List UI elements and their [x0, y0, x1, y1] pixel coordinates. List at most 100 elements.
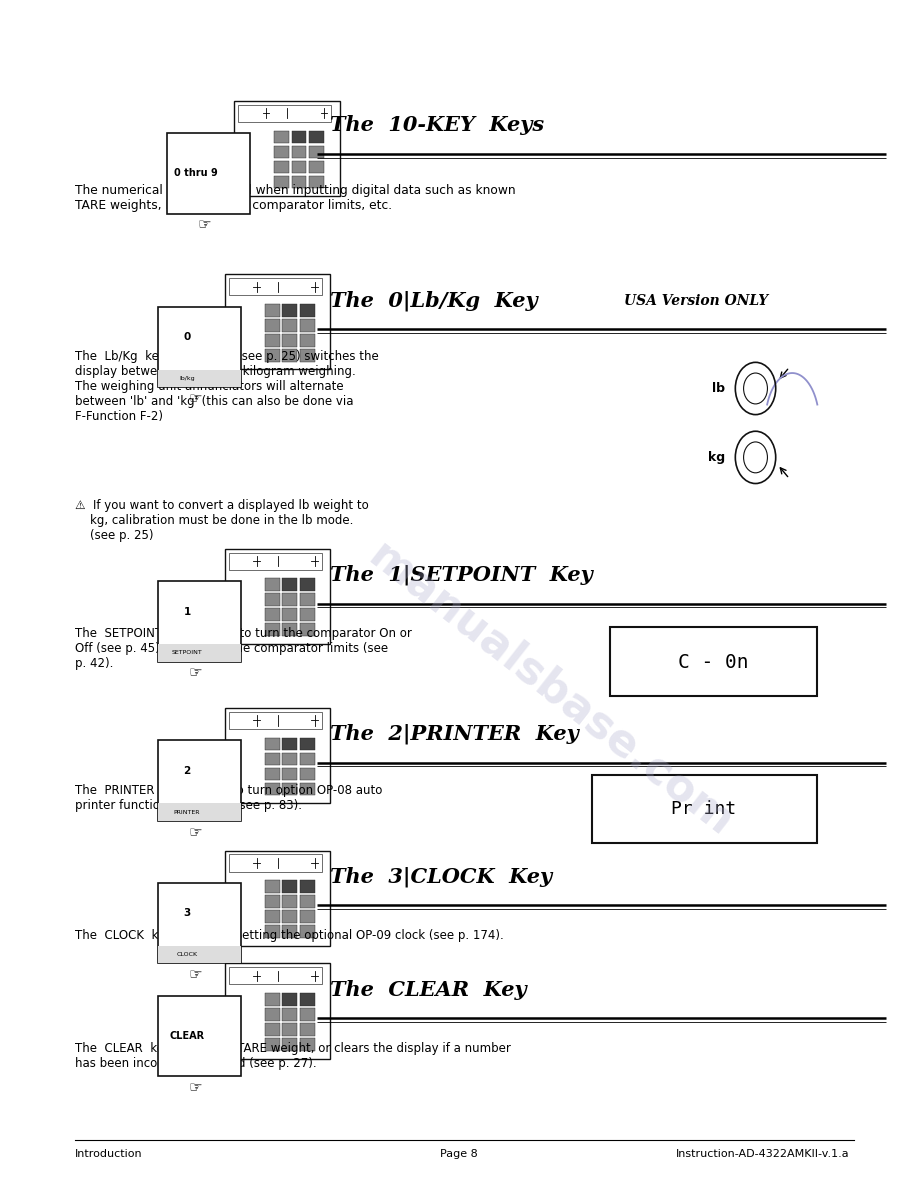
Bar [300, 767, 315, 781]
Text: The  0|Lb/Kg  Key: The 0|Lb/Kg Key [330, 290, 538, 311]
Text: The  SETPOINT  key is used to turn the comparator On or
Off (see p. 45), and to : The SETPOINT key is used to turn the com… [75, 627, 412, 670]
Bar [265, 783, 280, 796]
Bar [292, 160, 307, 173]
Bar [300, 783, 315, 796]
Bar [212, 582, 226, 615]
Bar [225, 708, 330, 803]
Bar [283, 783, 297, 796]
Bar [225, 963, 330, 1059]
Bar [309, 146, 324, 158]
Bar [265, 1023, 280, 1036]
Bar [265, 349, 280, 362]
Bar [221, 134, 235, 168]
Bar [274, 160, 289, 173]
Bar [158, 307, 241, 387]
Bar [265, 624, 280, 637]
Bar [265, 753, 280, 765]
Bar [265, 738, 280, 751]
Bar [225, 851, 330, 946]
Text: lb: lb [712, 383, 725, 394]
Bar [300, 334, 315, 347]
Bar [292, 131, 307, 144]
Text: Instruction-AD-4322AMKII-v.1.a: Instruction-AD-4322AMKII-v.1.a [676, 1149, 849, 1158]
Bar [239, 105, 331, 122]
Bar [300, 349, 315, 362]
Text: 1: 1 [184, 607, 191, 617]
Text: The  Lb/Kg  key (w/ ENTER , see p. 25) switches the
display between pound and ki: The Lb/Kg key (w/ ENTER , see p. 25) swi… [75, 350, 379, 423]
Bar [283, 880, 297, 893]
Bar [158, 644, 241, 662]
Bar [230, 967, 322, 985]
Text: ☞: ☞ [188, 391, 202, 406]
Bar [283, 993, 297, 1006]
Bar [283, 349, 297, 362]
Bar [309, 160, 324, 173]
Bar [158, 883, 241, 963]
Bar [283, 910, 297, 923]
Text: The  2|PRINTER  Key: The 2|PRINTER Key [330, 723, 579, 745]
Text: 0: 0 [184, 333, 191, 342]
Bar [212, 308, 226, 341]
Bar [265, 1009, 280, 1020]
Bar [225, 549, 330, 644]
Text: SETPOINT: SETPOINT [172, 650, 202, 656]
Bar [265, 304, 280, 317]
Text: USA Version ONLY: USA Version ONLY [624, 293, 768, 308]
Bar [265, 767, 280, 781]
Bar [265, 579, 280, 592]
Bar [167, 133, 250, 214]
Text: Pr int: Pr int [671, 800, 737, 819]
Text: ☞: ☞ [188, 824, 202, 840]
Bar [283, 767, 297, 781]
Bar [300, 993, 315, 1006]
Text: The  10-KEY  Keys: The 10-KEY Keys [330, 115, 544, 134]
Bar [300, 608, 315, 621]
Bar [265, 608, 280, 621]
Bar [265, 1038, 280, 1051]
Bar [158, 740, 241, 821]
Text: The  3|CLOCK  Key: The 3|CLOCK Key [330, 866, 553, 887]
Bar [283, 925, 297, 939]
Bar [283, 1009, 297, 1020]
Text: manualsbase.com: manualsbase.com [360, 533, 742, 845]
Bar [158, 581, 241, 662]
Bar [212, 884, 226, 917]
Bar [300, 738, 315, 751]
Bar [265, 896, 280, 908]
Bar [300, 910, 315, 923]
Bar [265, 594, 280, 606]
Bar [265, 925, 280, 939]
Bar [283, 320, 297, 331]
Bar [265, 910, 280, 923]
Text: The  CLEAR  Key: The CLEAR Key [330, 980, 527, 999]
Text: ⚠  If you want to convert a displayed lb weight to
    kg, calibration must be d: ⚠ If you want to convert a displayed lb … [75, 499, 369, 542]
Bar [592, 775, 817, 843]
Text: ☞: ☞ [188, 665, 202, 681]
Text: lb/kg: lb/kg [179, 375, 195, 381]
Text: Page 8: Page 8 [440, 1149, 478, 1158]
Bar [234, 101, 340, 196]
Bar [283, 738, 297, 751]
Text: The  1|SETPOINT  Key: The 1|SETPOINT Key [330, 564, 593, 586]
Bar [283, 753, 297, 765]
Bar [158, 996, 241, 1076]
Bar [274, 146, 289, 158]
Bar [283, 608, 297, 621]
Text: CLEAR: CLEAR [170, 1031, 205, 1041]
Bar [300, 594, 315, 606]
Bar [274, 131, 289, 144]
Bar [274, 176, 289, 189]
Bar [283, 594, 297, 606]
Bar [283, 579, 297, 592]
Bar [309, 131, 324, 144]
Bar [300, 579, 315, 592]
Bar [230, 552, 322, 570]
Bar [212, 997, 226, 1030]
Bar [283, 896, 297, 908]
Text: The numerical keys are used when inputting digital data such as known
TARE weigh: The numerical keys are used when inputti… [75, 184, 516, 213]
Bar [292, 176, 307, 189]
Bar [283, 1023, 297, 1036]
Bar [158, 369, 241, 387]
Text: C - 0n: C - 0n [678, 653, 748, 672]
Bar [283, 304, 297, 317]
